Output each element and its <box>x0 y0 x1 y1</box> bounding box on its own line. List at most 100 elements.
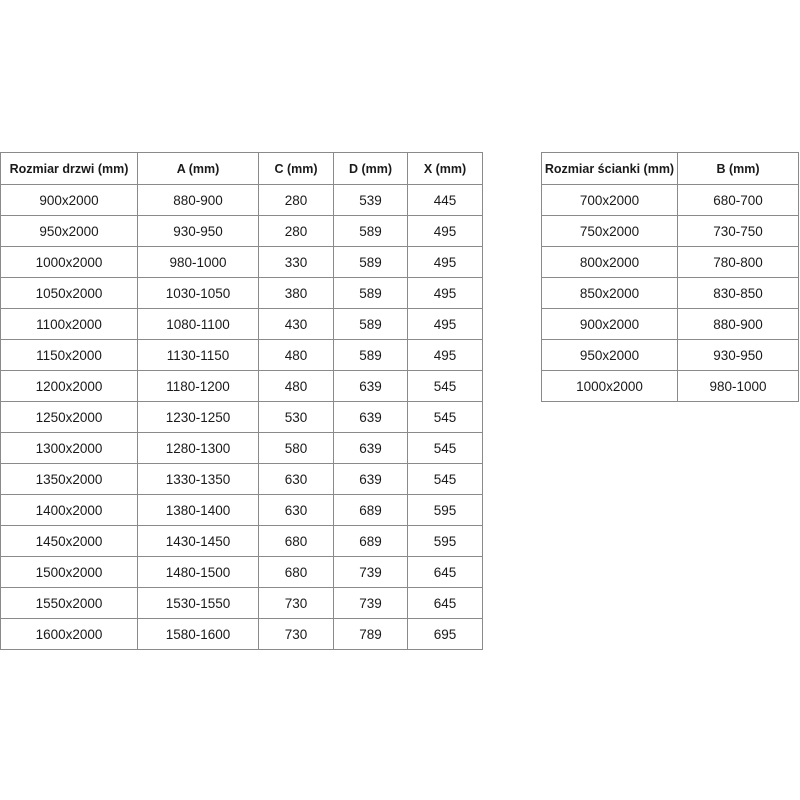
column-header: Rozmiar ścianki (mm) <box>541 152 678 185</box>
header-row: Rozmiar ścianki (mm) B (mm) <box>541 152 799 185</box>
table-row: 950x2000 930-950 280 589 495 <box>0 215 483 247</box>
table-cell: 545 <box>407 463 483 495</box>
table-cell: 880-900 <box>137 184 259 216</box>
table-cell: 1150x2000 <box>0 339 138 371</box>
table-cell: 1100x2000 <box>0 308 138 340</box>
table-cell: 589 <box>333 339 408 371</box>
table-cell: 980-1000 <box>137 246 259 278</box>
table-cell: 1130-1150 <box>137 339 259 371</box>
table-cell: 1530-1550 <box>137 587 259 619</box>
table-cell: 1550x2000 <box>0 587 138 619</box>
table-cell: 700x2000 <box>541 184 678 216</box>
table-cell: 1000x2000 <box>541 370 678 402</box>
table-cell: 900x2000 <box>0 184 138 216</box>
table-cell: 695 <box>407 618 483 650</box>
table-row: 750x2000 730-750 <box>541 215 799 247</box>
table-cell: 1200x2000 <box>0 370 138 402</box>
table-cell: 589 <box>333 308 408 340</box>
table-cell: 1050x2000 <box>0 277 138 309</box>
table-cell: 739 <box>333 587 408 619</box>
table-cell: 545 <box>407 432 483 464</box>
table-row: 900x2000 880-900 <box>541 308 799 340</box>
table-cell: 495 <box>407 339 483 371</box>
table-cell: 495 <box>407 246 483 278</box>
table-row: 1150x2000 1130-1150 480 589 495 <box>0 339 483 371</box>
column-header: Rozmiar drzwi (mm) <box>0 152 138 185</box>
table-row: 900x2000 880-900 280 539 445 <box>0 184 483 216</box>
column-header: A (mm) <box>137 152 259 185</box>
table-cell: 1000x2000 <box>0 246 138 278</box>
table-cell: 1180-1200 <box>137 370 259 402</box>
table-row: 1500x2000 1480-1500 680 739 645 <box>0 556 483 588</box>
door-size-table: Rozmiar drzwi (mm) A (mm) C (mm) D (mm) X (m… <box>0 152 483 650</box>
table-cell: 680 <box>258 525 334 557</box>
table-cell: 495 <box>407 277 483 309</box>
table-cell: 589 <box>333 215 408 247</box>
table-cell: 1330-1350 <box>137 463 259 495</box>
table-row: 850x2000 830-850 <box>541 277 799 309</box>
table-cell: 445 <box>407 184 483 216</box>
table-cell: 739 <box>333 556 408 588</box>
table-cell: 580 <box>258 432 334 464</box>
table-cell: 980-1000 <box>677 370 799 402</box>
table-cell: 1580-1600 <box>137 618 259 650</box>
table-cell: 689 <box>333 525 408 557</box>
table-cell: 1030-1050 <box>137 277 259 309</box>
table-cell: 800x2000 <box>541 246 678 278</box>
table-row: 1000x2000 980-1000 <box>541 370 799 402</box>
column-header: D (mm) <box>333 152 408 185</box>
table-cell: 1230-1250 <box>137 401 259 433</box>
table-cell: 900x2000 <box>541 308 678 340</box>
table-cell: 1380-1400 <box>137 494 259 526</box>
table-row: 1050x2000 1030-1050 380 589 495 <box>0 277 483 309</box>
table-cell: 280 <box>258 215 334 247</box>
table-row: 1450x2000 1430-1450 680 689 595 <box>0 525 483 557</box>
table-cell: 589 <box>333 277 408 309</box>
table-cell: 639 <box>333 432 408 464</box>
table-cell: 730 <box>258 618 334 650</box>
table-cell: 930-950 <box>677 339 799 371</box>
column-header: B (mm) <box>677 152 799 185</box>
table-cell: 639 <box>333 401 408 433</box>
table-cell: 930-950 <box>137 215 259 247</box>
table-cell: 589 <box>333 246 408 278</box>
table-cell: 530 <box>258 401 334 433</box>
header-row: Rozmiar drzwi (mm) A (mm) C (mm) D (mm) X (m… <box>0 152 483 185</box>
table-cell: 539 <box>333 184 408 216</box>
table-row: 1250x2000 1230-1250 530 639 545 <box>0 401 483 433</box>
table-cell: 639 <box>333 463 408 495</box>
table-row: 1600x2000 1580-1600 730 789 695 <box>0 618 483 650</box>
table-row: 1200x2000 1180-1200 480 639 545 <box>0 370 483 402</box>
table-cell: 330 <box>258 246 334 278</box>
table-cell: 645 <box>407 556 483 588</box>
table-cell: 830-850 <box>677 277 799 309</box>
table-cell: 630 <box>258 494 334 526</box>
table-cell: 789 <box>333 618 408 650</box>
column-header: C (mm) <box>258 152 334 185</box>
table-cell: 689 <box>333 494 408 526</box>
table-cell: 595 <box>407 494 483 526</box>
table-cell: 545 <box>407 401 483 433</box>
table-cell: 1480-1500 <box>137 556 259 588</box>
table-cell: 1500x2000 <box>0 556 138 588</box>
table-cell: 1280-1300 <box>137 432 259 464</box>
table-cell: 880-900 <box>677 308 799 340</box>
table-cell: 1080-1100 <box>137 308 259 340</box>
table-cell: 850x2000 <box>541 277 678 309</box>
table-cell: 430 <box>258 308 334 340</box>
table-cell: 950x2000 <box>0 215 138 247</box>
table-cell: 1450x2000 <box>0 525 138 557</box>
table-cell: 1430-1450 <box>137 525 259 557</box>
table-cell: 1400x2000 <box>0 494 138 526</box>
table-cell: 950x2000 <box>541 339 678 371</box>
table-cell: 730-750 <box>677 215 799 247</box>
column-header: X (mm) <box>407 152 483 185</box>
table-cell: 1250x2000 <box>0 401 138 433</box>
table-row: 950x2000 930-950 <box>541 339 799 371</box>
table-cell: 680 <box>258 556 334 588</box>
table-row: 1550x2000 1530-1550 730 739 645 <box>0 587 483 619</box>
table-cell: 1350x2000 <box>0 463 138 495</box>
table-cell: 545 <box>407 370 483 402</box>
table-row: 800x2000 780-800 <box>541 246 799 278</box>
table-cell: 680-700 <box>677 184 799 216</box>
